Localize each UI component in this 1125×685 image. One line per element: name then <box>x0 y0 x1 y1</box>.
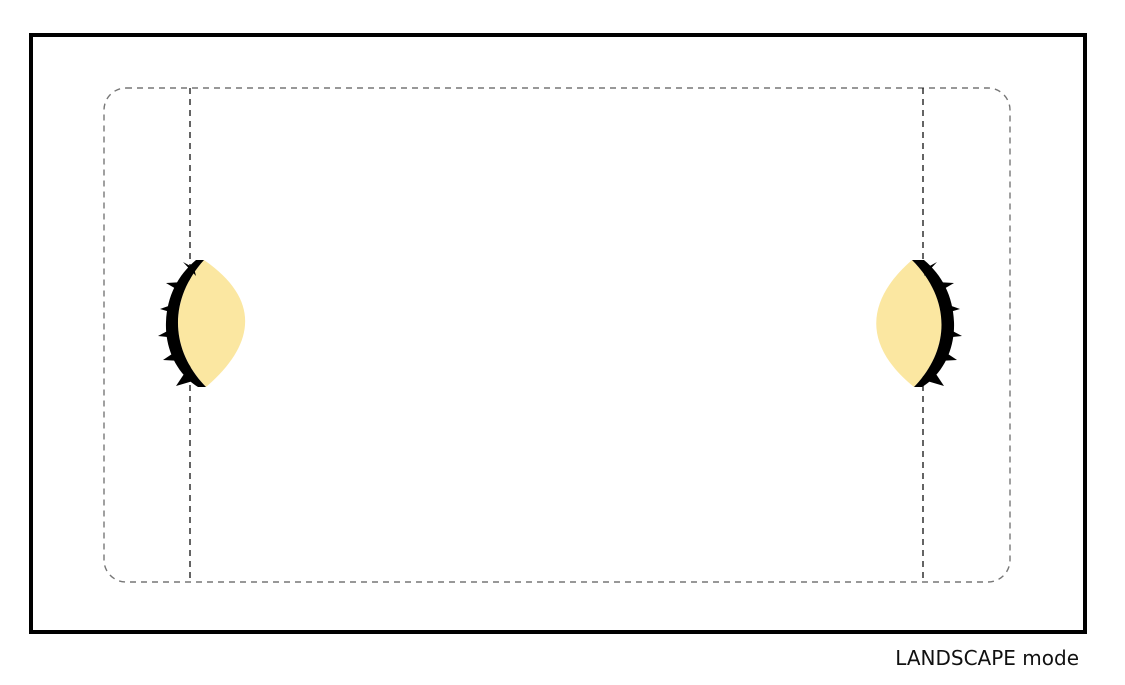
screen-frame <box>29 33 1087 634</box>
safe-area-outline <box>103 87 1011 583</box>
sensor-housing-icon <box>177 260 246 387</box>
left-cutout <box>158 260 246 387</box>
left-cutout-notches <box>158 262 196 386</box>
right-cutout <box>876 260 962 387</box>
orientation-caption: LANDSCAPE mode <box>895 646 1079 670</box>
right-cutout-notches <box>924 262 962 386</box>
sensor-housing-icon <box>876 260 942 387</box>
